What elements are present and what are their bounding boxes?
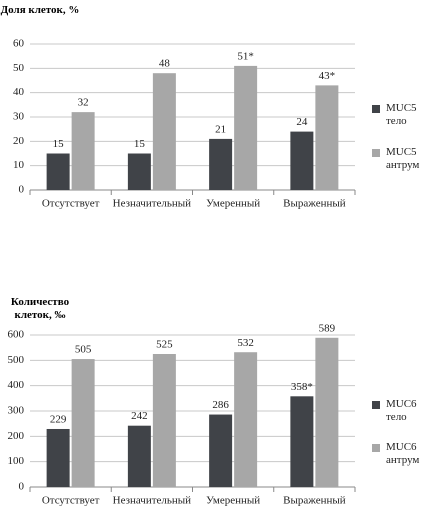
bar: [127, 153, 151, 190]
y-tick-label: 100: [8, 455, 25, 467]
y-tick-label: 50: [13, 62, 25, 74]
x-tick-label: Отсутствует: [42, 198, 100, 210]
y-tick-label: 0: [19, 184, 25, 196]
bar: [71, 112, 95, 190]
bar: [46, 153, 70, 190]
bar: [234, 65, 258, 190]
value-label: 48: [159, 58, 171, 70]
legend-label: MUC6 антрум: [386, 441, 420, 466]
bar: [209, 414, 233, 487]
y-tick-label: 10: [13, 159, 25, 171]
value-label: 589: [319, 322, 336, 334]
x-tick-label: Выраженный: [283, 198, 346, 210]
value-label: 15: [53, 138, 65, 150]
legend-label: MUC5 антрум: [386, 146, 420, 171]
value-label: 32: [78, 97, 89, 109]
x-tick-label: Отсутствует: [42, 495, 100, 507]
y-tick-label: 20: [13, 135, 25, 147]
bar: [315, 337, 339, 487]
bar: [315, 85, 339, 190]
x-tick-label: Умеренный: [206, 198, 260, 210]
value-label: 358*: [291, 381, 313, 393]
x-tick-label: Выраженный: [283, 495, 346, 507]
chart-title: Количество клеток, ‰: [10, 296, 70, 321]
y-tick-label: 30: [13, 111, 25, 123]
value-label: 15: [134, 138, 146, 150]
legend-swatch: [372, 105, 380, 113]
value-label: 43*: [319, 70, 336, 82]
x-tick-label: Незначительный: [113, 495, 192, 507]
bar: [152, 354, 176, 487]
y-tick-label: 40: [13, 86, 25, 98]
legend-label: MUC5 тело: [386, 102, 417, 127]
bar: [46, 428, 70, 487]
bar: [152, 73, 176, 190]
value-label: 532: [237, 337, 254, 349]
value-label: 525: [156, 339, 173, 351]
y-tick-label: 400: [8, 379, 25, 391]
x-tick-label: Умеренный: [206, 495, 260, 507]
bar: [127, 425, 151, 487]
legend-label: MUC6 тело: [386, 398, 417, 423]
bar: [209, 138, 233, 190]
value-label: 24: [296, 116, 308, 128]
chart-title: Доля клеток, %: [0, 4, 80, 16]
value-label: 229: [50, 414, 67, 426]
y-tick-label: 300: [8, 405, 25, 417]
value-label: 242: [131, 410, 148, 422]
value-label: 286: [212, 399, 229, 411]
bar: [290, 131, 314, 190]
bar: [234, 352, 258, 487]
y-tick-label: 500: [8, 354, 25, 366]
bar: [71, 359, 95, 487]
bar: [290, 396, 314, 487]
legend-swatch: [372, 149, 380, 157]
value-label: 21: [215, 123, 226, 135]
y-tick-label: 60: [13, 38, 25, 50]
x-tick-label: Незначительный: [113, 198, 192, 210]
legend-swatch: [372, 444, 380, 452]
value-label: 51*: [237, 50, 254, 62]
y-tick-label: 200: [8, 430, 25, 442]
value-label: 505: [75, 344, 92, 356]
legend-swatch: [372, 401, 380, 409]
y-tick-label: 600: [8, 329, 25, 341]
y-tick-label: 0: [19, 481, 25, 493]
